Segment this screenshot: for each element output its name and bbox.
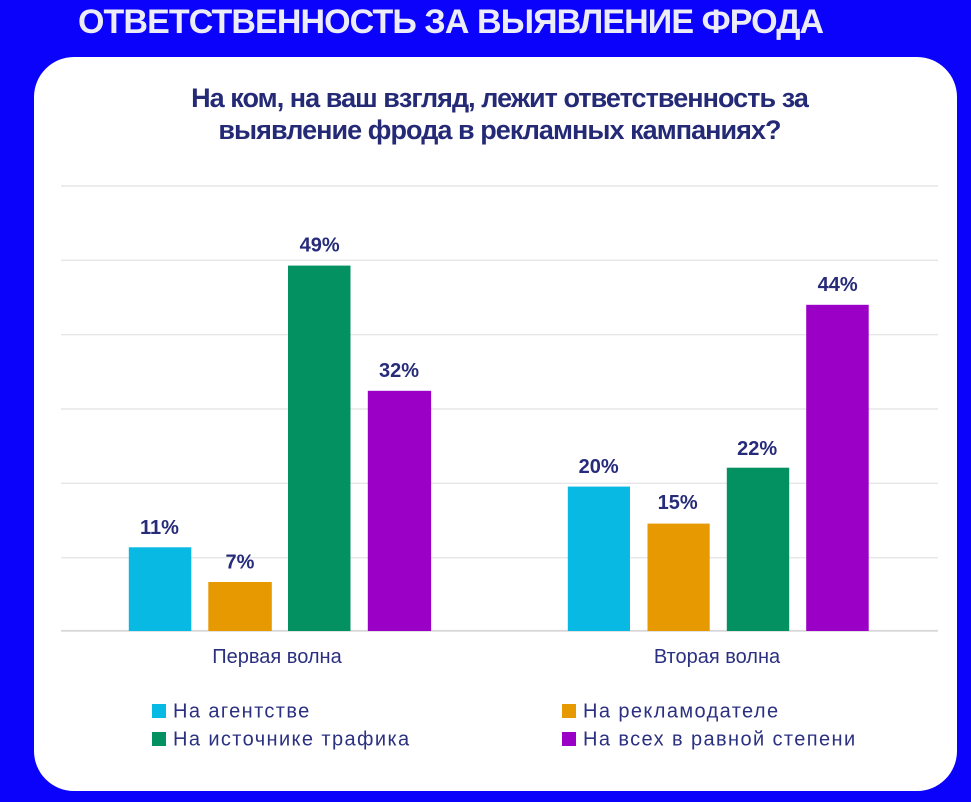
svg-text:44%: 44% — [818, 274, 858, 296]
svg-text:7%: 7% — [226, 552, 255, 574]
svg-text:На рекламодателе: На рекламодателе — [583, 701, 780, 723]
svg-text:15%: 15% — [658, 492, 698, 514]
svg-text:Вторая волна: Вторая волна — [654, 646, 781, 668]
svg-text:11%: 11% — [140, 517, 179, 539]
svg-text:22%: 22% — [737, 438, 777, 460]
svg-text:На источнике трафика: На источнике трафика — [173, 729, 411, 751]
svg-text:20%: 20% — [579, 456, 619, 478]
svg-text:32%: 32% — [379, 360, 419, 382]
svg-text:49%: 49% — [300, 234, 340, 256]
svg-text:Первая волна: Первая волна — [212, 646, 342, 668]
svg-text:На агентстве: На агентстве — [173, 701, 311, 723]
svg-text:На всех в равной степени: На всех в равной степени — [583, 729, 857, 751]
